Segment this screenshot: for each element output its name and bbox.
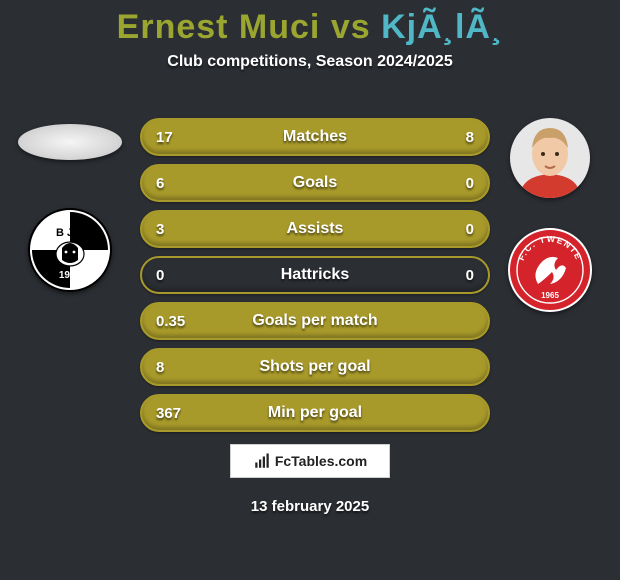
club-badge-right: F.C. TWENTE 1965 bbox=[508, 228, 592, 312]
stat-label: Shots per goal bbox=[142, 350, 488, 384]
title-player2: KjÃ¸lÃ¸ bbox=[381, 8, 503, 46]
stat-label: Assists bbox=[142, 212, 488, 246]
svg-text:1965: 1965 bbox=[541, 291, 559, 300]
stat-row: 0.35Goals per match bbox=[140, 302, 490, 340]
player-left-column: B J K 1903 bbox=[14, 118, 126, 292]
stat-row: 0Hattricks0 bbox=[140, 256, 490, 294]
stat-left-value: 6 bbox=[156, 175, 164, 192]
stat-right-value: 0 bbox=[466, 267, 474, 284]
brand-text: FcTables.com bbox=[275, 453, 367, 469]
title-vs: vs bbox=[320, 8, 381, 46]
stat-label: Matches bbox=[142, 120, 488, 154]
stat-left-value: 0.35 bbox=[156, 313, 185, 330]
club-badge-left: B J K 1903 bbox=[28, 208, 112, 292]
stat-row: 367Min per goal bbox=[140, 394, 490, 432]
svg-text:1903: 1903 bbox=[59, 270, 82, 281]
stat-right-value: 8 bbox=[466, 129, 474, 146]
player-left-avatar-placeholder bbox=[18, 124, 122, 160]
stat-left-value: 17 bbox=[156, 129, 173, 146]
page-title: Ernest Muci vs KjÃ¸lÃ¸ bbox=[0, 0, 620, 47]
stat-row: 8Shots per goal bbox=[140, 348, 490, 386]
stat-right-value: 0 bbox=[466, 221, 474, 238]
stat-left-value: 8 bbox=[156, 359, 164, 376]
besiktas-badge-icon: B J K 1903 bbox=[28, 208, 112, 292]
stat-rows-container: 17Matches86Goals03Assists00Hattricks00.3… bbox=[140, 118, 490, 440]
player-right-avatar bbox=[510, 118, 590, 198]
twente-badge-icon: F.C. TWENTE 1965 bbox=[508, 228, 592, 312]
footer-date: 13 february 2025 bbox=[0, 498, 620, 515]
player-face-icon bbox=[510, 118, 590, 198]
stat-label: Goals bbox=[142, 166, 488, 200]
subtitle: Club competitions, Season 2024/2025 bbox=[0, 53, 620, 71]
chart-icon bbox=[253, 452, 271, 470]
stat-row: 3Assists0 bbox=[140, 210, 490, 248]
stat-left-value: 367 bbox=[156, 405, 181, 422]
stat-row: 17Matches8 bbox=[140, 118, 490, 156]
stat-label: Min per goal bbox=[142, 396, 488, 430]
stat-left-value: 3 bbox=[156, 221, 164, 238]
stat-label: Goals per match bbox=[142, 304, 488, 338]
stat-row: 6Goals0 bbox=[140, 164, 490, 202]
stat-label: Hattricks bbox=[142, 258, 488, 292]
stat-left-value: 0 bbox=[156, 267, 164, 284]
brand-box[interactable]: FcTables.com bbox=[230, 444, 390, 478]
player-right-column: F.C. TWENTE 1965 bbox=[494, 118, 606, 312]
stat-right-value: 0 bbox=[466, 175, 474, 192]
title-player1: Ernest Muci bbox=[117, 8, 321, 46]
svg-text:B J K: B J K bbox=[56, 227, 84, 239]
